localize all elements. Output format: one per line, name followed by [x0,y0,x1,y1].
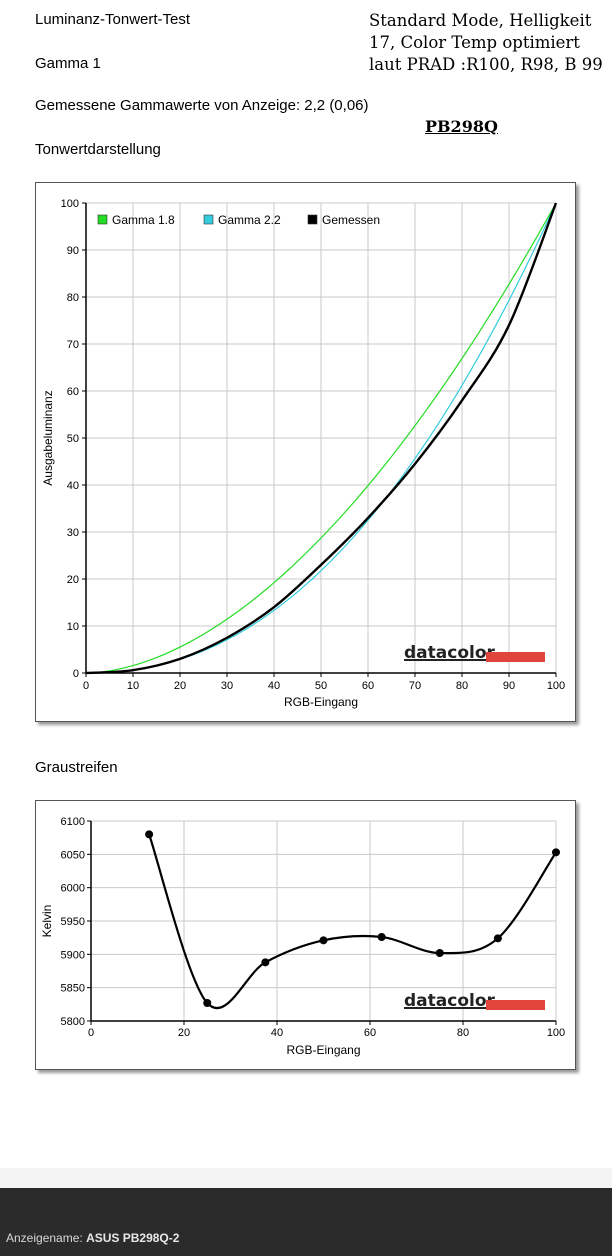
section-title-tone: Tonwertdarstellung [35,141,161,158]
x-tick-label: 80 [456,680,468,692]
datacolor-logo-underline [404,1007,486,1009]
window-strip [0,1168,612,1189]
datacolor-logo-text: datacolor [404,991,496,1011]
data-point [203,999,212,1007]
data-point [377,933,386,941]
legend-label: Gamma 1.8 [112,213,175,227]
x-tick-label: 0 [88,1027,94,1039]
x-tick-label: 100 [547,680,565,692]
y-tick-label: 5800 [61,1016,85,1028]
legend-label: Gamma 2.2 [218,213,281,227]
x-tick-label: 60 [362,680,374,692]
y-tick-label: 10 [67,621,79,633]
x-tick-label: 30 [221,680,233,692]
x-tick-label: 20 [178,1027,190,1039]
measured-gamma-text: Gemessene Gammawerte von Anzeige: 2,2 (0… [35,97,369,114]
x-tick-label: 20 [174,680,186,692]
series-line-gamma-1-8 [85,202,557,674]
display-name-value: ASUS PB298Q-2 [86,1231,180,1245]
x-tick-label: 40 [268,680,280,692]
report-title: Luminanz-Tonwert-Test [35,11,191,28]
y-tick-label: 6100 [61,816,85,828]
legend-swatch [97,214,108,225]
data-point [493,934,502,943]
y-axis-label: Kelvin [40,905,54,938]
annotation-line: 17, Color Temp optimiert [369,33,580,52]
datacolor-logo-text: datacolor [404,643,496,663]
annotation-note: Standard Mode, Helligkeit 17, Color Temp… [369,10,609,76]
data-point [319,936,328,945]
y-axis-label: Ausgabeluminanz [41,390,55,485]
kelvin-chart: 0 20 40 60 80 100 5800 5850 5900 5950 6000 6050 6100… [40,816,565,1057]
datacolor-logo-underline [404,659,486,661]
kelvin-chart-panel: 0 20 40 60 80 100 5800 5850 5900 5950 6000 6050 6100… [35,800,576,1070]
data-point [435,949,444,957]
monitor-model: PB298Q [425,117,498,136]
y-tick-label: 80 [67,292,79,304]
y-tick-label: 5950 [61,916,85,928]
x-axis-label: RGB-Eingang [286,1043,360,1057]
y-tick-label: 5850 [61,983,85,995]
tone-chart: 0 10 20 30 40 50 60 70 80 90 100 0 10 20 30 40 50 60 70 80 9… [41,198,565,709]
datacolor-logo-bar [486,1000,545,1010]
x-tick-label: 90 [503,680,515,692]
datacolor-logo-bar [486,652,545,662]
y-tick-label: 0 [73,668,79,680]
x-tick-label: 60 [364,1027,376,1039]
annotation-line: laut PRAD :R100, R98, B 99 [369,55,603,74]
y-tick-label: 60 [67,386,79,398]
data-point [552,848,560,857]
annotation-line: Standard Mode, Helligkeit [369,11,592,30]
x-axis-label: RGB-Eingang [284,695,358,709]
y-tick-label: 40 [67,480,79,492]
data-point [261,958,270,967]
series-line-gemessen [85,202,558,675]
x-tick-label: 80 [457,1027,469,1039]
y-tick-label: 50 [67,433,79,445]
gamma-setting: Gamma 1 [35,55,101,72]
y-tick-label: 70 [67,339,79,351]
x-tick-label: 70 [409,680,421,692]
x-tick-label: 0 [83,680,89,692]
y-tick-label: 30 [67,527,79,539]
y-tick-label: 100 [61,198,79,210]
y-tick-label: 20 [67,574,79,586]
status-bar [0,1188,612,1256]
x-tick-label: 50 [315,680,327,692]
section-title-gray: Graustreifen [35,759,118,776]
display-name-label: Anzeigename: [6,1231,83,1245]
legend-label: Gemessen [322,213,380,227]
y-tick-label: 6000 [61,883,85,895]
data-point [145,830,154,839]
display-name-field: Anzeigename: ASUS PB298Q-2 [6,1231,179,1245]
y-tick-label: 5900 [61,949,85,961]
x-tick-label: 10 [127,680,139,692]
y-tick-label: 6050 [61,849,85,861]
legend-swatch [307,214,318,225]
legend-swatch [203,214,214,225]
tone-chart-panel: 0 10 20 30 40 50 60 70 80 90 100 0 10 20 30 40 50 60 70 80 9… [35,182,576,722]
y-tick-label: 90 [67,245,79,257]
x-tick-label: 100 [547,1027,565,1039]
x-tick-label: 40 [271,1027,283,1039]
